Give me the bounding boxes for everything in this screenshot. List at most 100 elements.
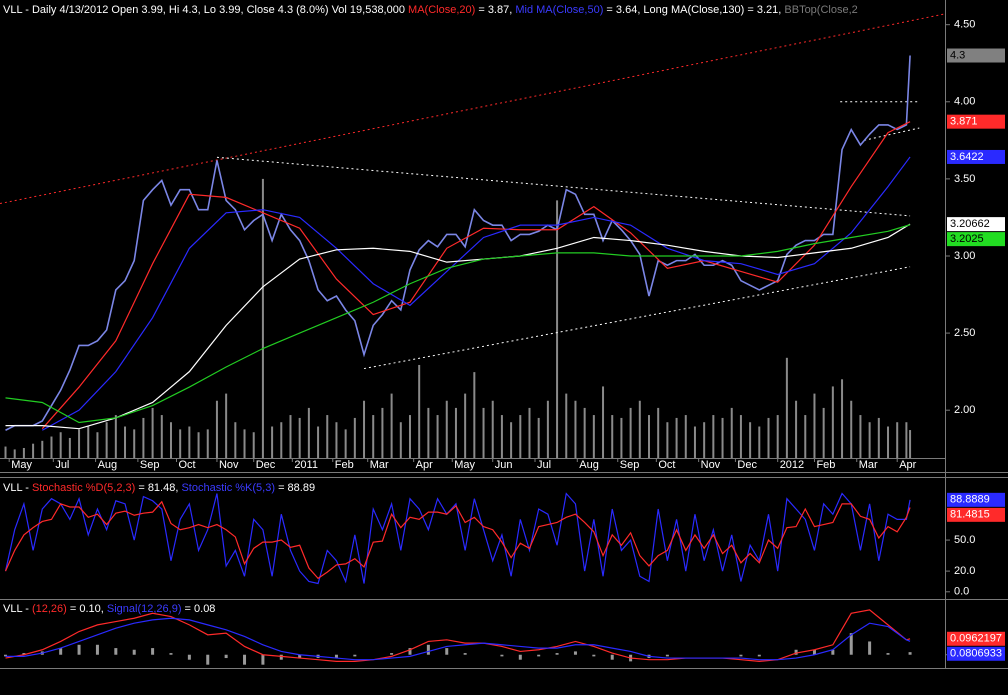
histogram-bar <box>279 654 283 660</box>
value-box <box>947 114 1005 129</box>
volume-bar <box>684 415 687 458</box>
volume-bar <box>675 417 678 458</box>
volume-bar <box>151 407 154 458</box>
value-box <box>947 232 1005 247</box>
volume-bar <box>510 422 513 458</box>
volume-bar <box>749 422 752 458</box>
legend-entry: BBTop(Close,2 <box>784 4 857 16</box>
legend-entry: Stochastic %K(5,3) <box>181 482 275 494</box>
histogram-bar <box>445 648 449 655</box>
volume-bar <box>234 422 237 458</box>
volume-bar <box>307 407 310 458</box>
histogram-bar <box>812 649 816 655</box>
panel-header: VLL - (12,26) = 0.10, Signal(12,26,9) = … <box>3 603 215 615</box>
histogram-bar <box>665 654 669 657</box>
trendline <box>216 156 911 217</box>
histogram-bar <box>757 654 761 657</box>
histogram-bar <box>187 654 191 660</box>
series-line <box>41 156 911 431</box>
volume-bar <box>905 422 908 458</box>
histogram-bar <box>610 654 614 660</box>
x-tick-label: Aug <box>579 459 599 471</box>
histogram-bar <box>390 653 394 655</box>
volume-bar <box>565 393 568 458</box>
value-box-label: 88.8889 <box>950 494 990 506</box>
volume-bar <box>500 415 503 458</box>
volume-bar <box>574 400 577 458</box>
histogram-bar <box>518 654 522 660</box>
value-box <box>947 646 1005 661</box>
volume-bar <box>464 393 467 458</box>
y-tick-label: 3.50 <box>954 173 975 185</box>
x-tick-label: Jun <box>495 459 513 471</box>
trendline <box>0 13 946 205</box>
histogram-bar <box>224 654 228 659</box>
volume-bar <box>4 446 7 458</box>
value-box <box>947 217 1005 232</box>
histogram-bar <box>849 633 853 655</box>
x-tick-label: Nov <box>219 459 239 471</box>
y-tick-label: 50.0 <box>954 534 975 546</box>
histogram-bar <box>739 654 743 657</box>
volume-bar <box>335 422 338 458</box>
legend-entry: Mid MA(Close,50) <box>515 4 603 16</box>
histogram-bar <box>114 648 118 655</box>
value-box-label: 0.0962197 <box>950 633 1002 645</box>
volume-bar <box>105 422 108 458</box>
volume-bar <box>850 400 853 458</box>
volume-bar <box>363 400 366 458</box>
volume-bar <box>629 407 632 458</box>
volume-bar <box>602 386 605 458</box>
volume-bar <box>133 429 136 458</box>
histogram-bar <box>334 654 338 659</box>
volume-bar <box>22 447 25 458</box>
y-tick-label: 20.0 <box>954 565 975 577</box>
volume-bar <box>896 422 899 458</box>
trendline <box>363 266 911 370</box>
volume-bar <box>13 449 16 458</box>
volume-bar <box>59 432 62 458</box>
volume-bar <box>776 415 779 458</box>
value-box <box>947 48 1005 63</box>
series-line <box>41 121 911 430</box>
volume-bar <box>721 417 724 458</box>
volume-bar <box>813 393 816 458</box>
legend-entry: VLL - <box>3 603 32 615</box>
volume-bar <box>611 415 614 458</box>
histogram-bar <box>169 653 173 655</box>
series-line <box>4 500 911 580</box>
histogram-bar <box>59 648 63 655</box>
volume-bar <box>206 429 209 458</box>
volume-bar <box>271 426 274 458</box>
histogram-bar <box>537 654 541 657</box>
value-box <box>947 631 1005 646</box>
volume-bar <box>169 422 172 458</box>
histogram-bar <box>4 654 8 657</box>
volume-bar <box>583 407 586 458</box>
volume-bar <box>767 417 770 458</box>
volume-bar <box>537 417 540 458</box>
volume-bar <box>142 417 145 458</box>
x-tick-label: Jul <box>537 459 551 471</box>
value-box-label: 3.20662 <box>950 218 990 230</box>
histogram-bar <box>831 649 835 655</box>
x-tick-label: May <box>454 459 475 471</box>
series-line <box>5 224 911 424</box>
legend-entry: = 0.08 <box>181 603 215 615</box>
histogram-bar <box>463 653 467 655</box>
x-tick-label: May <box>11 459 32 471</box>
volume-bar <box>32 443 35 458</box>
volume-bar <box>179 429 182 458</box>
series-line <box>5 617 911 661</box>
legend-entry: = 0.10, <box>67 603 107 615</box>
histogram-bar <box>95 644 99 655</box>
volume-bar <box>831 386 834 458</box>
volume-bar <box>841 379 844 458</box>
histogram-bar <box>573 651 577 655</box>
volume-bar <box>638 400 641 458</box>
x-tick-label: Oct <box>178 459 195 471</box>
value-box-label: 3.6422 <box>950 151 984 163</box>
x-tick-label: Mar <box>370 459 389 471</box>
legend-entry: = 88.89 <box>275 482 315 494</box>
x-tick-label: 2011 <box>294 459 318 471</box>
